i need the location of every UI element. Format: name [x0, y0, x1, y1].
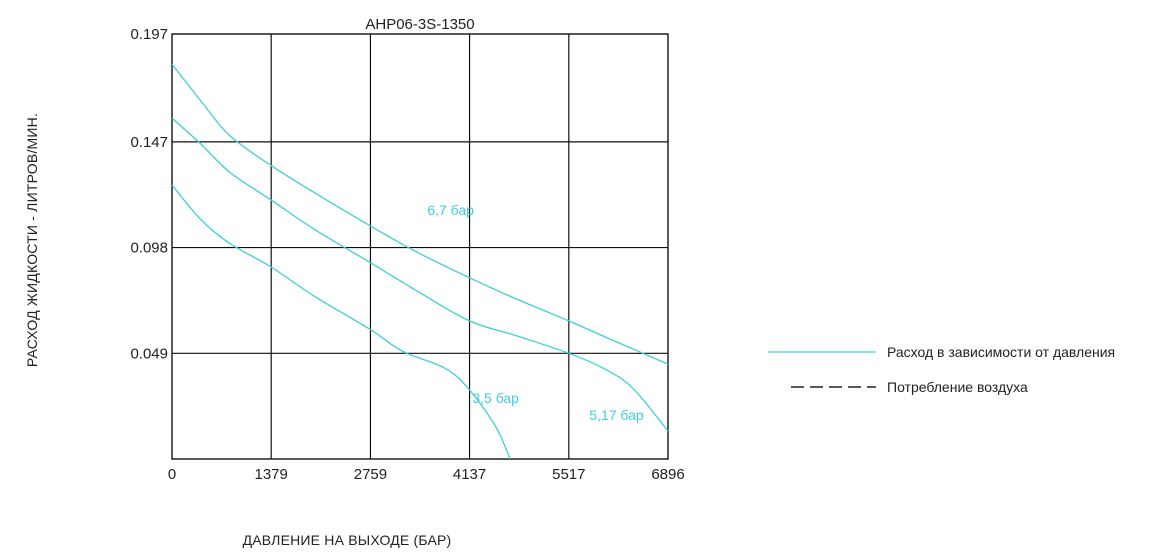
- x-axis-label: ДАВЛЕНИЕ НА ВЫХОДЕ (БАР): [243, 532, 452, 548]
- x-tick-label: 6896: [651, 466, 684, 483]
- legend-label-air: Потребление воздуха: [887, 379, 1028, 395]
- x-tick-label: 4137: [453, 466, 486, 483]
- grid-layer: [171, 33, 669, 460]
- y-tick-label: 0.098: [130, 240, 168, 257]
- x-tick-label: 5517: [552, 466, 585, 483]
- x-tick-label: 1379: [254, 466, 287, 483]
- series-layer: 6,7 бар 5,17 бар 3,5 бар: [171, 63, 669, 460]
- plot-frame: [171, 33, 669, 460]
- y-tick-label: 0.197: [130, 26, 168, 43]
- series-line-2: [171, 184, 511, 460]
- series-label-0: 6,7 бар: [427, 202, 474, 218]
- series-line-1: [171, 117, 669, 432]
- legend: Расход в зависимости от давления Потребл…: [768, 344, 1115, 395]
- tick-layer: 0 1379 2759 4137 5517 6896 0.049 0.098 0.147 0.19…: [130, 26, 684, 483]
- chart-title: AHP06-3S-1350: [365, 16, 474, 33]
- series-label-1: 5,17 бар: [589, 407, 644, 423]
- y-axis-label: РАСХОД ЖИДКОСТИ - ЛИТРОВ/МИН.: [24, 113, 40, 367]
- x-tick-label: 0: [168, 466, 176, 483]
- series-label-2: 3,5 бар: [472, 390, 519, 406]
- x-tick-label: 2759: [354, 466, 387, 483]
- series-line-0: [171, 63, 669, 365]
- legend-label-flow: Расход в зависимости от давления: [887, 344, 1115, 360]
- y-tick-label: 0.147: [130, 134, 168, 151]
- y-tick-label: 0.049: [130, 345, 168, 362]
